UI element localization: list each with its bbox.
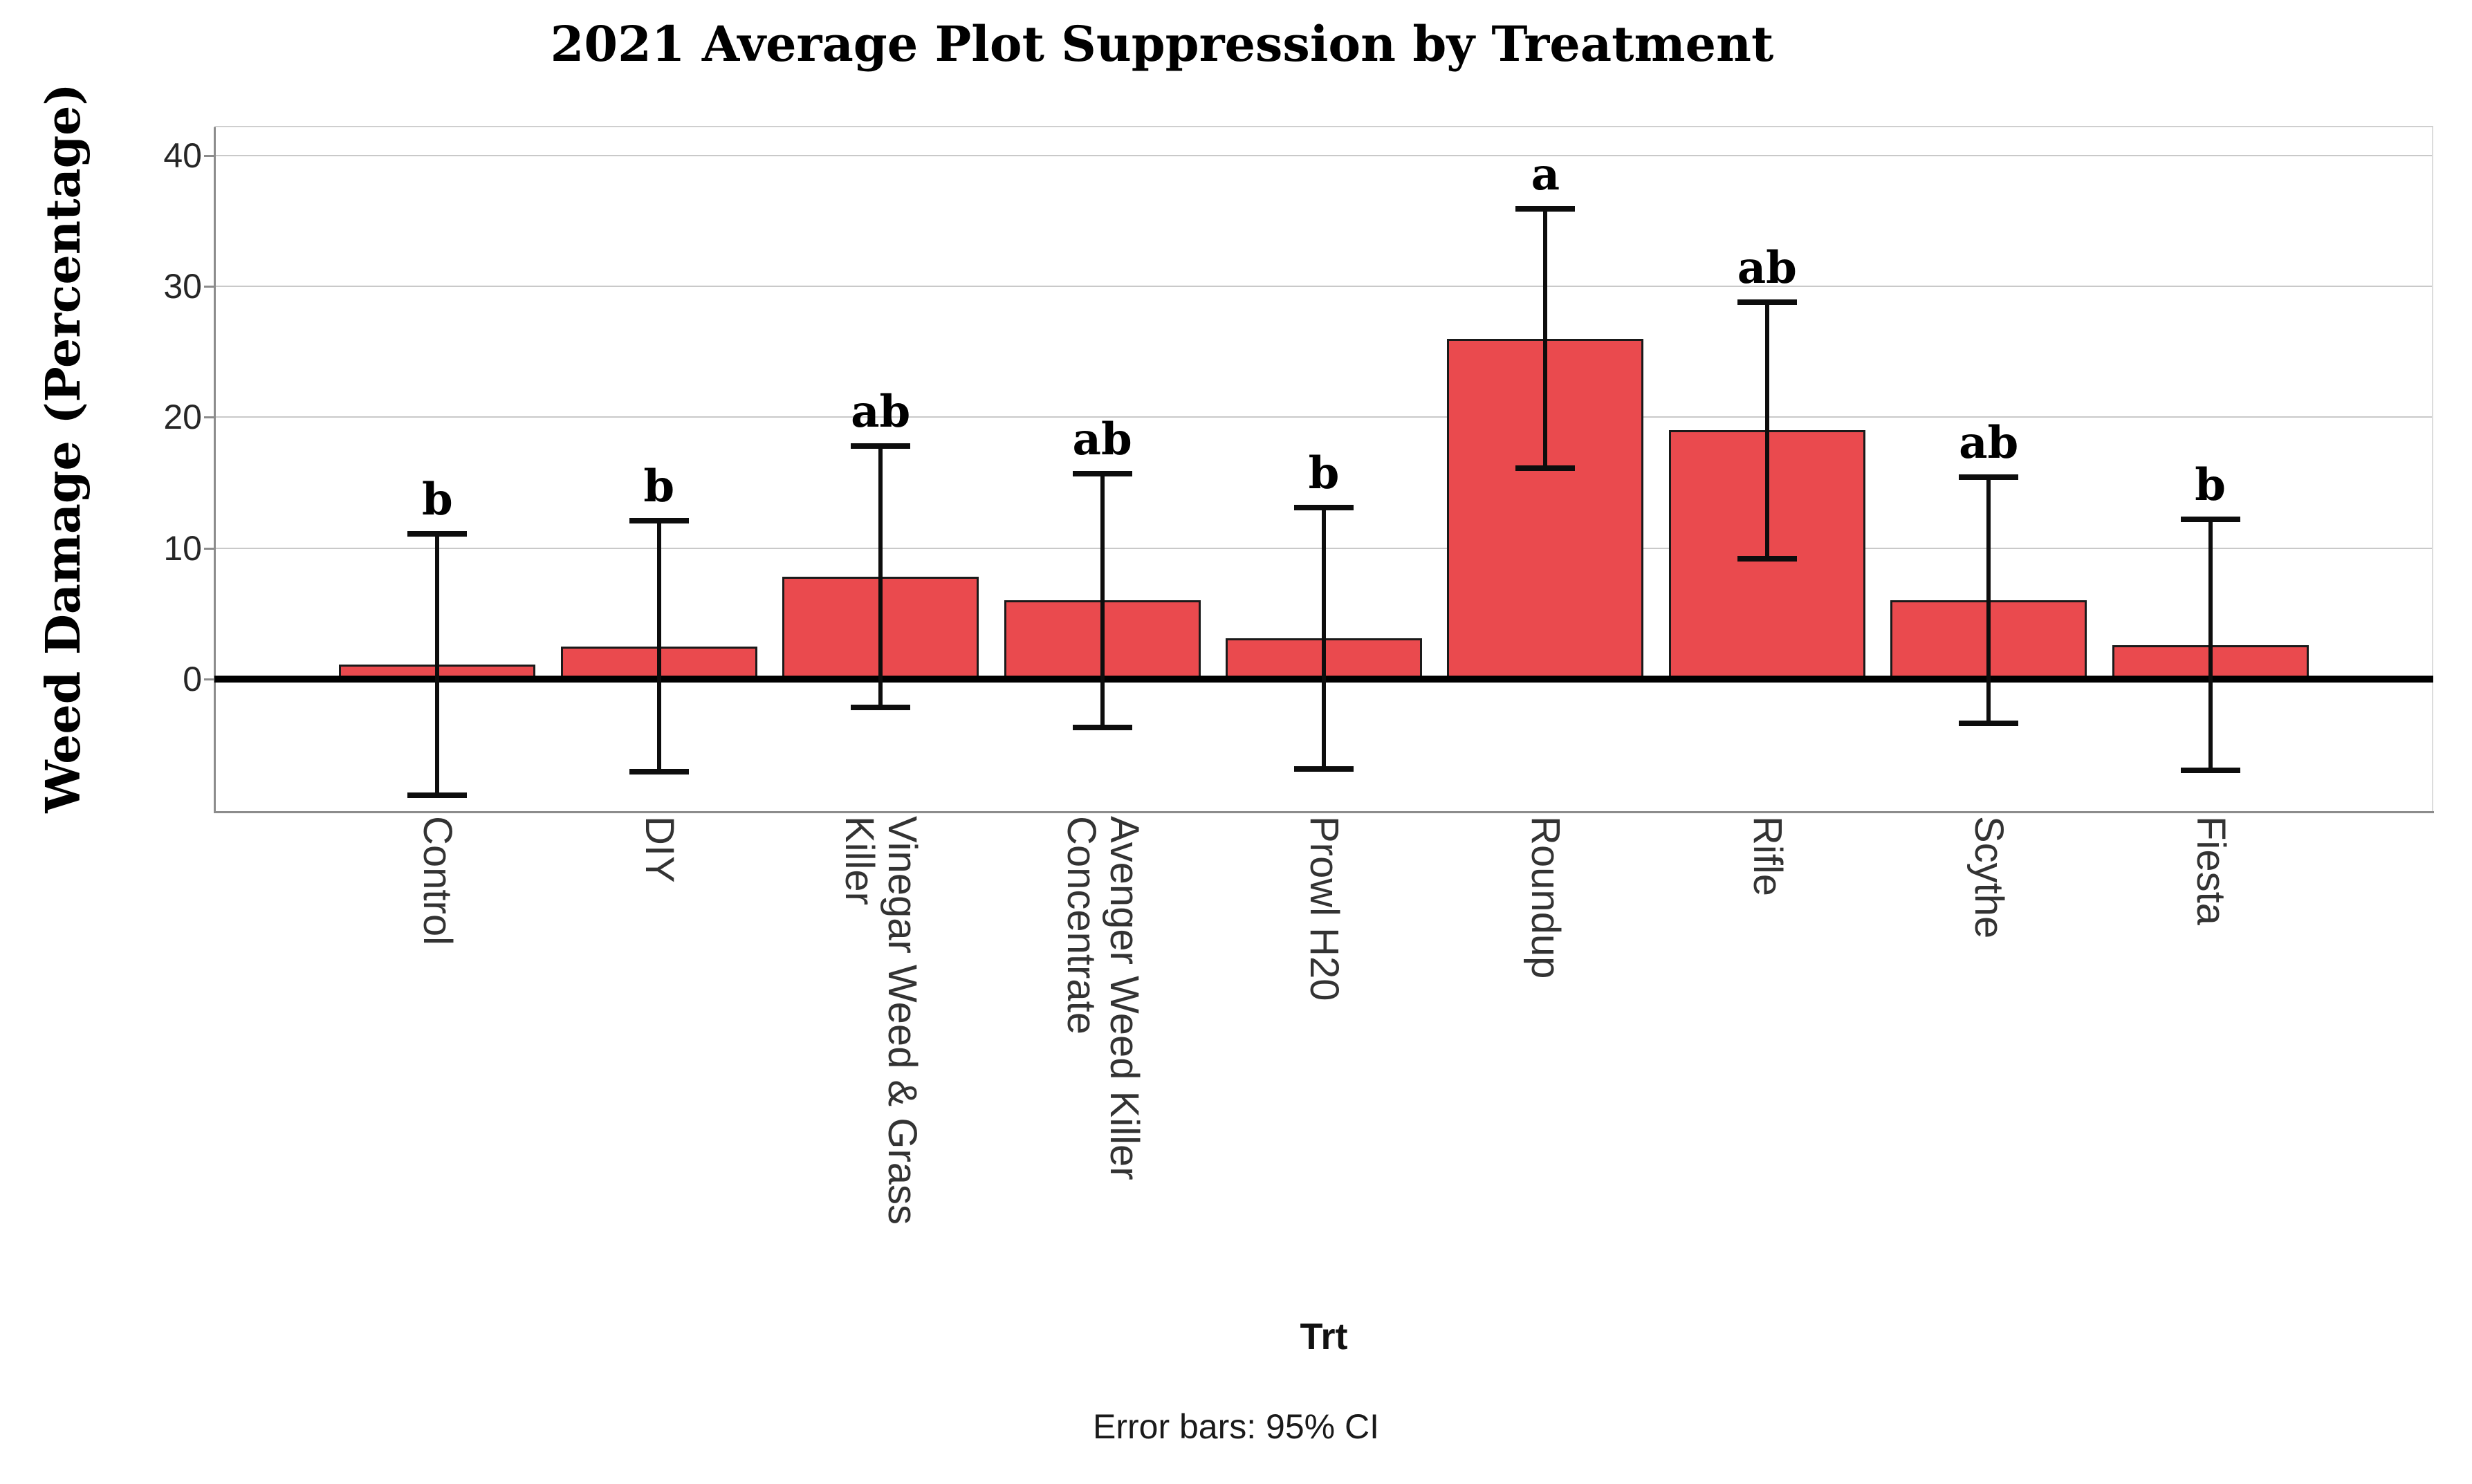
x-axis-line: [214, 811, 2434, 813]
error-bar-line: [1100, 473, 1105, 727]
y-tick-label: 20: [163, 398, 202, 437]
x-category-label-text: Roundup: [1523, 816, 1569, 979]
x-category-label-text: Scythe: [1966, 816, 2012, 939]
error-bar-line: [656, 520, 661, 772]
gridline-y20: [216, 416, 2432, 418]
x-category-label-text: Control: [415, 816, 461, 945]
x-category-label: Fiesta: [2188, 816, 2341, 925]
error-bar-cap-bottom: [407, 792, 468, 799]
error-bar-cap-bottom: [1737, 555, 1797, 562]
y-tick-label: 10: [163, 528, 202, 568]
error-bar-line: [1322, 507, 1326, 770]
bar-roundup: [1447, 338, 1644, 683]
significance-letter: b: [1308, 447, 1340, 499]
x-category-label-text: Vinegar Weed & Grass Killer: [837, 816, 925, 1225]
error-bar-cap-bottom: [1294, 766, 1354, 772]
error-bar-line: [1764, 302, 1769, 559]
x-category-label: DIY: [637, 816, 748, 883]
error-bar-cap-top: [851, 443, 911, 449]
significance-letter: ab: [1959, 417, 2019, 470]
significance-letter: b: [2195, 458, 2226, 511]
significance-letter: b: [643, 460, 675, 512]
x-category-label-text: Avenger Weed Killer Concentrate: [1058, 816, 1147, 1180]
error-bar-cap-top: [1737, 299, 1797, 305]
x-category-label: Scythe: [1966, 816, 2132, 938]
significance-letter: b: [422, 473, 453, 526]
x-axis-title: Trt: [1300, 1316, 1348, 1357]
y-tick-mark: [204, 285, 214, 288]
error-bar-line: [1986, 477, 1991, 724]
x-category-label-text: Prowl H20: [1302, 816, 1347, 1001]
y-tick-mark: [204, 547, 214, 550]
error-bar-cap-bottom: [1515, 465, 1576, 472]
x-category-label: Rifle: [1745, 816, 1869, 896]
y-axis-line: [214, 127, 216, 813]
error-bar-cap-top: [2180, 516, 2240, 522]
chart-title: 2021 Average Plot Suppression by Treatme…: [550, 15, 1774, 73]
error-bar-cap-top: [407, 530, 468, 537]
y-tick-label: 0: [183, 659, 202, 698]
error-bar-cap-top: [1959, 474, 2019, 481]
error-bar-cap-bottom: [2180, 768, 2240, 774]
significance-letter: a: [1531, 149, 1560, 201]
y-axis-title: Weed Damage (Percentage): [36, 83, 91, 813]
x-category-label: Roundup: [1523, 816, 1729, 978]
error-bar-line: [1543, 209, 1548, 469]
x-category-label-text: Fiesta: [2188, 816, 2233, 925]
x-category-label: Prowl H20: [1302, 816, 1531, 1001]
plot-border-right: [2432, 127, 2433, 811]
x-category-label-text: Rifle: [1744, 816, 1790, 897]
x-category-label-text: DIY: [636, 816, 682, 883]
error-bar-cap-bottom: [629, 769, 689, 775]
x-category-label: Control: [415, 816, 588, 945]
significance-letter: ab: [1072, 413, 1132, 465]
significance-letter: ab: [851, 385, 911, 438]
error-bar-cap-top: [1294, 504, 1354, 510]
error-bar-cap-bottom: [1072, 724, 1132, 730]
error-bar-footnote: Error bars: 95% CI: [1092, 1407, 1380, 1446]
error-bar-line: [2208, 519, 2213, 771]
y-tick-mark: [204, 416, 214, 419]
y-tick-mark: [204, 678, 214, 680]
y-tick-label: 40: [163, 136, 202, 175]
plot-border-top: [214, 126, 2433, 127]
error-bar-cap-bottom: [851, 705, 911, 711]
y-tick-mark: [204, 154, 214, 157]
gridline-y30: [216, 285, 2432, 287]
y-tick-label: 30: [163, 266, 202, 306]
gridline-y40: [216, 154, 2432, 156]
error-bar-line: [878, 445, 883, 708]
error-bar-cap-top: [629, 517, 689, 523]
error-bar-cap-bottom: [1959, 721, 2019, 727]
error-bar-cap-top: [1515, 206, 1576, 212]
error-bar-line: [435, 533, 440, 796]
error-bar-cap-top: [1072, 470, 1132, 476]
significance-letter: ab: [1737, 241, 1797, 294]
